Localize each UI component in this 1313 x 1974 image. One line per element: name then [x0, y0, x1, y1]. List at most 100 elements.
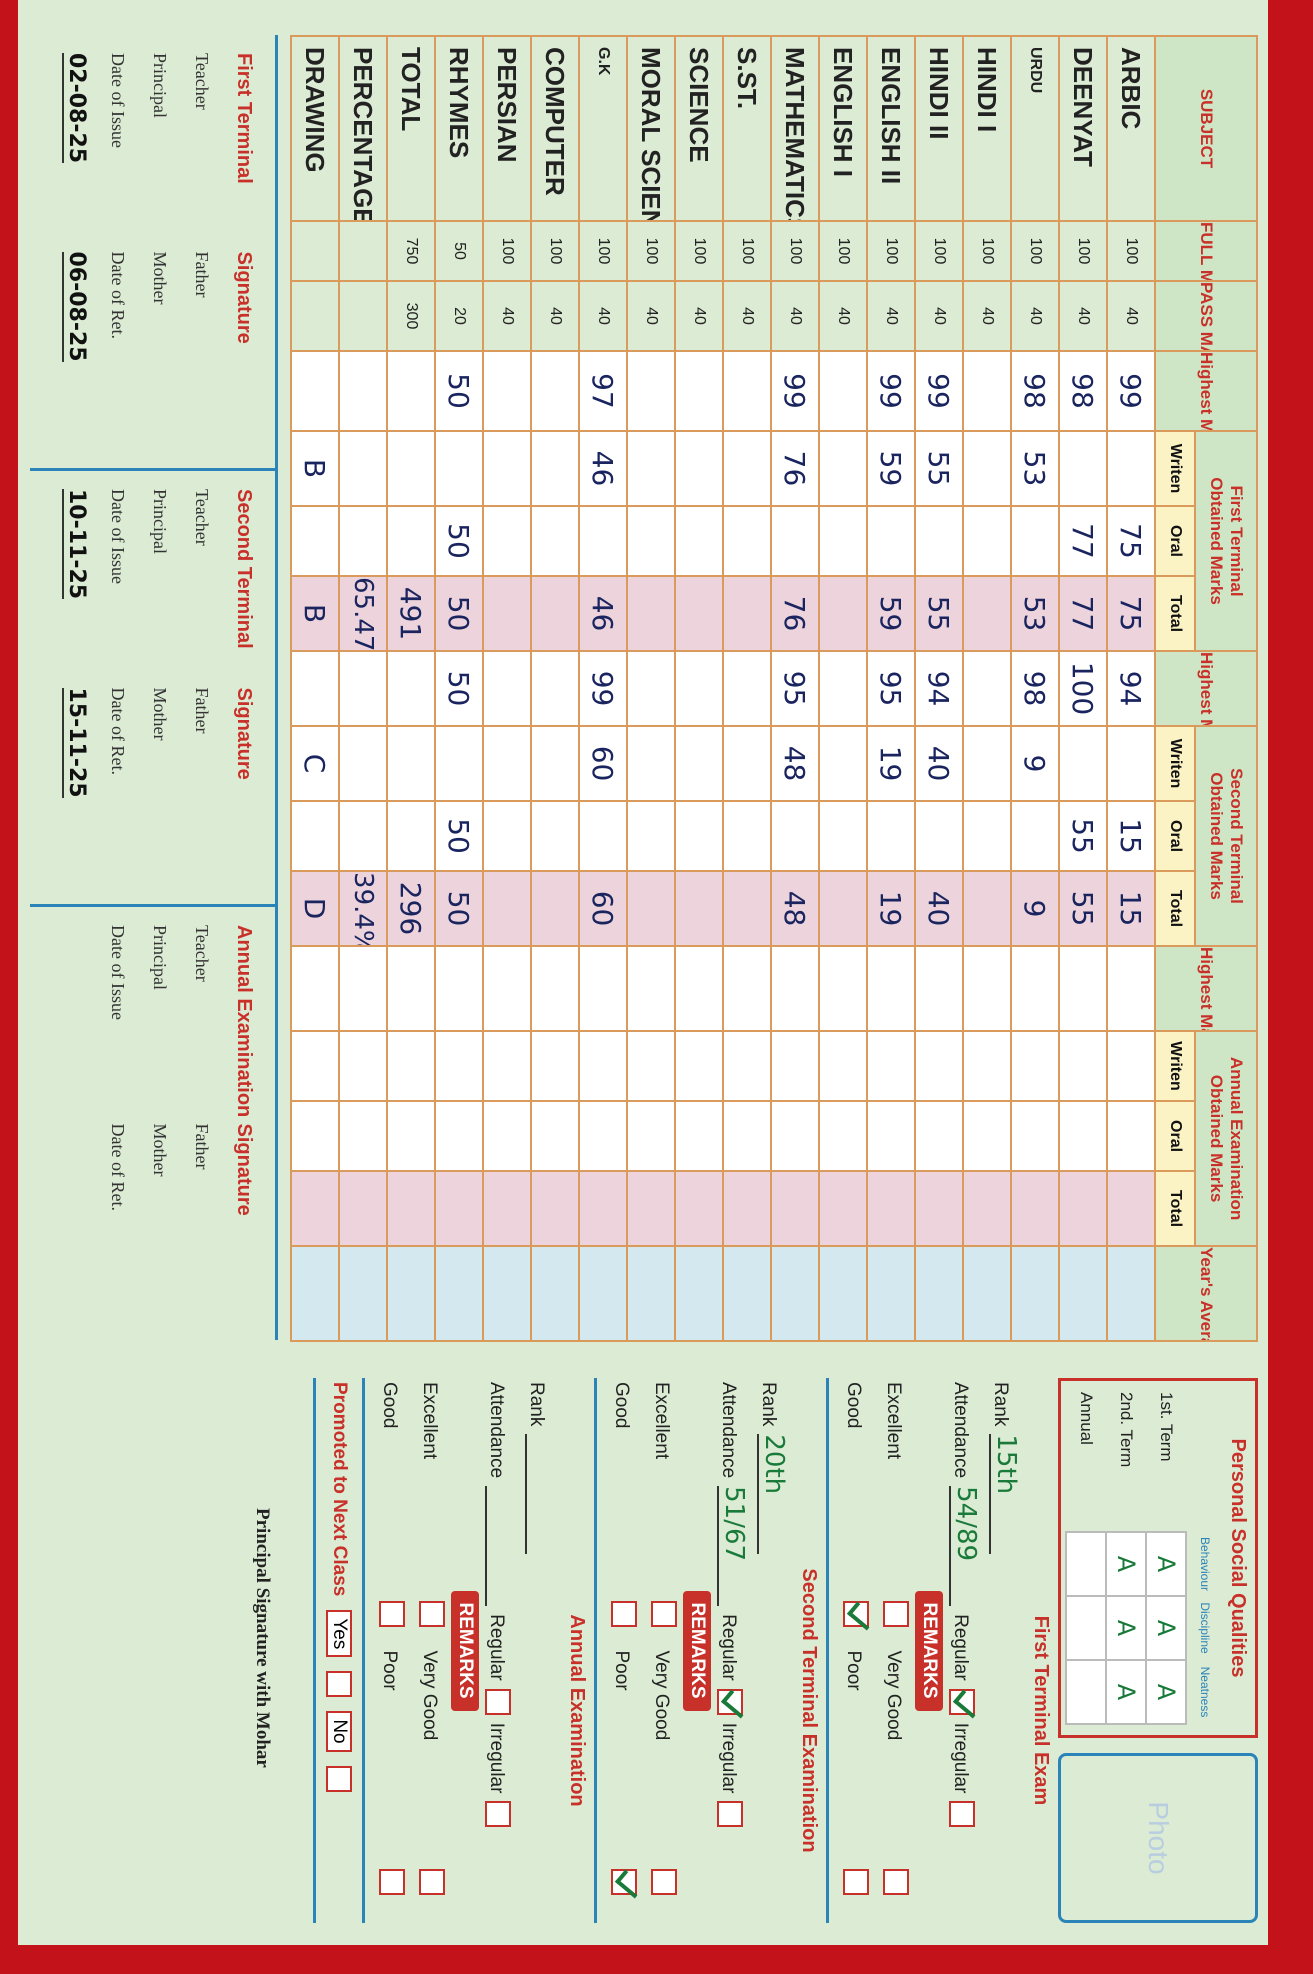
cell	[291, 506, 339, 576]
cell	[339, 1171, 387, 1247]
cell	[387, 946, 435, 1032]
cell	[627, 576, 675, 652]
cell	[483, 801, 531, 872]
label: Father	[192, 251, 213, 298]
cell: DEENYAT	[1059, 36, 1107, 221]
option-label: Poor	[843, 1650, 864, 1691]
cell	[963, 1031, 1011, 1102]
header-cell: Highest Marks	[1155, 946, 1257, 1032]
label: Date of Ret.	[108, 1123, 129, 1211]
cell	[483, 871, 531, 947]
cell	[771, 801, 819, 872]
exams: First Terminal Exam Rank 15th Attendance 54/…	[362, 1378, 1058, 1923]
row: 2nd. Term A A A	[1106, 1391, 1146, 1724]
cell	[627, 506, 675, 576]
header-cell: Total	[1155, 1171, 1195, 1247]
cell	[675, 726, 723, 802]
cell	[531, 1101, 579, 1172]
label: Rank	[526, 1382, 547, 1427]
cell: 9	[1011, 871, 1059, 947]
cell: 40	[771, 281, 819, 351]
cell	[339, 351, 387, 431]
cell	[387, 1246, 435, 1342]
exam-title: First Terminal Exam	[1030, 1615, 1052, 1806]
cell: URDU	[1011, 36, 1059, 221]
cell	[483, 1171, 531, 1247]
cell	[819, 871, 867, 947]
cell	[483, 726, 531, 802]
cell: 75	[1107, 576, 1155, 652]
cell	[963, 351, 1011, 431]
cell	[963, 871, 1011, 947]
option-label: Excellent	[883, 1382, 904, 1460]
cell	[867, 1171, 915, 1247]
header-cell: Oral	[1155, 1101, 1195, 1172]
cell: HINDI I	[963, 36, 1011, 221]
label: Attendance	[950, 1382, 971, 1479]
cell: HINDI II	[915, 36, 963, 221]
subject-row: ENGLISH II 100 40 99 59 59 95 19 19	[867, 36, 915, 1342]
box-wrap	[837, 1600, 869, 1651]
cell	[963, 801, 1011, 872]
cell	[819, 1171, 867, 1247]
label: Teacher	[192, 925, 213, 982]
cell: 15	[1107, 801, 1155, 872]
cell	[675, 1171, 723, 1247]
cell: PERCENTAGE	[339, 36, 387, 221]
cell	[627, 801, 675, 872]
cell	[963, 651, 1011, 727]
cell	[819, 1031, 867, 1102]
subject-row: G.K 100 40 97 46 46 99 60 60	[579, 36, 627, 1342]
cell	[1107, 1101, 1155, 1172]
cell	[819, 801, 867, 872]
cell	[435, 431, 483, 506]
cell: 40	[915, 281, 963, 351]
cell: 50	[435, 221, 483, 281]
label: Date of Issue	[108, 53, 129, 148]
cell: MATHEMATICS	[771, 36, 819, 221]
cell	[339, 651, 387, 727]
option-label: Very Good	[883, 1650, 904, 1741]
yes: Yes	[326, 1610, 352, 1658]
cell: 40	[1059, 281, 1107, 351]
cell	[483, 946, 531, 1032]
grade	[1066, 1660, 1106, 1724]
cell	[1011, 946, 1059, 1032]
label: Principal	[150, 489, 171, 554]
cell	[1059, 1246, 1107, 1342]
label: Father	[192, 1123, 213, 1170]
cell: 94	[1107, 651, 1155, 727]
grade	[1066, 1596, 1106, 1660]
header-cell: Second Terminal Obtained Marks	[1195, 726, 1257, 947]
label: Attendance	[486, 1382, 507, 1479]
qualities-table: Behaviour Discipline Neatness 1st. Term A A A 2…	[1065, 1391, 1224, 1725]
cell: 53	[1011, 576, 1059, 652]
date-value: 02-08-25	[62, 53, 90, 164]
cell: 40	[1107, 281, 1155, 351]
subject-row: DEENYAT 100 40 98 77 77 100 55 55	[1059, 36, 1107, 1342]
cell	[963, 1101, 1011, 1172]
cell: 100	[1059, 651, 1107, 727]
attendance-line: Attendance 54/89 Regular Irregular	[949, 1382, 989, 1919]
checkbox	[949, 1801, 975, 1828]
cell	[771, 1101, 819, 1172]
checkbox	[326, 1765, 352, 1792]
box-wrap	[373, 1869, 405, 1919]
cell	[867, 1031, 915, 1102]
option-label: Good	[611, 1382, 632, 1429]
cell	[627, 871, 675, 947]
checkbox	[379, 1869, 405, 1895]
cell: 59	[867, 576, 915, 652]
cell: 40	[915, 871, 963, 947]
label: Teacher	[192, 489, 213, 546]
cell: COMPUTER	[531, 36, 579, 221]
cell	[723, 506, 771, 576]
report-card: SUBJECT FULL MARKS PASS MARKS Highest Marks…	[18, 0, 1268, 1945]
cell: 100	[915, 221, 963, 281]
checkbox	[326, 1671, 352, 1698]
cell	[339, 1101, 387, 1172]
remarks-badge: REMARKS	[451, 1590, 479, 1711]
signature-section: First Terminal Signature Teacher Father Prin…	[30, 35, 278, 1340]
header-cell: Highest Marks	[1155, 651, 1257, 727]
cell	[291, 1101, 339, 1172]
